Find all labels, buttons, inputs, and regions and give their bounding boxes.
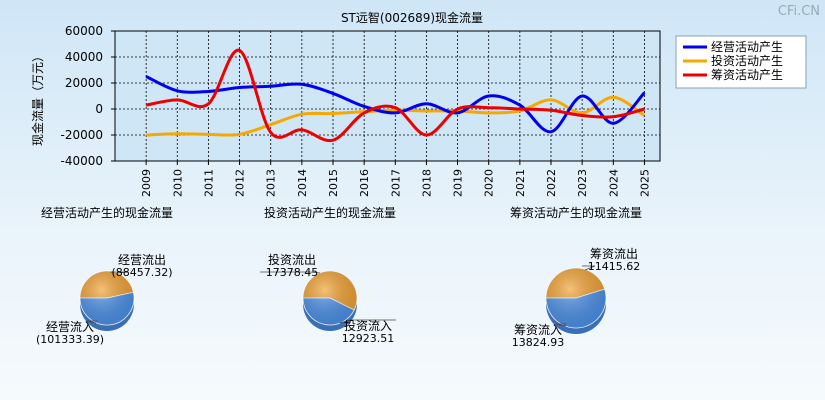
y-tick-label: 60000 bbox=[65, 24, 103, 38]
x-tick-label: 2024 bbox=[607, 169, 620, 197]
pie-slice-value: 12923.51 bbox=[342, 332, 395, 345]
pie-slice-label: 投资流出 bbox=[268, 252, 316, 267]
pie-leader-line bbox=[110, 271, 129, 274]
pie-slice-label: 筹资流出 bbox=[590, 247, 638, 261]
pie-slice-label: 经营流出 bbox=[118, 253, 166, 267]
series-line-0 bbox=[145, 75, 646, 134]
pie-title-operating: 经营活动产生的现金流量 bbox=[41, 205, 173, 220]
x-tick-label: 2022 bbox=[545, 169, 558, 197]
x-tick-label: 2014 bbox=[296, 169, 309, 197]
pie-leader-line bbox=[260, 271, 321, 274]
plot-background bbox=[115, 31, 660, 161]
pie-leader-line bbox=[582, 265, 596, 271]
x-tick-label: 2023 bbox=[576, 169, 589, 197]
pie-slice-value: 13824.93 bbox=[512, 336, 565, 349]
x-tick-label: 2019 bbox=[452, 169, 465, 197]
watermark: CFi.CN bbox=[778, 4, 820, 19]
series-line-1 bbox=[146, 95, 646, 137]
x-tick-label: 2013 bbox=[265, 169, 278, 197]
x-tick-label: 2016 bbox=[358, 169, 371, 197]
legend-label: 经营活动产生 bbox=[711, 40, 783, 54]
x-tick-label: 2012 bbox=[234, 169, 247, 197]
x-tick-label: 2009 bbox=[140, 169, 153, 197]
pie-slice-label: 筹资流入 bbox=[514, 323, 562, 337]
legend-label: 投资活动产生 bbox=[711, 53, 783, 68]
x-tick-label: 2020 bbox=[483, 169, 496, 197]
x-tick-label: 2018 bbox=[420, 169, 433, 197]
pie-1: 经营流出(88457.32) 经营流入(101333.39) bbox=[36, 253, 173, 346]
pie-shade bbox=[546, 268, 606, 328]
pie-leader-line bbox=[339, 319, 396, 324]
pie-slice-value: (88457.32) bbox=[111, 266, 172, 279]
series-line-2 bbox=[145, 48, 645, 143]
y-tick-label: -40000 bbox=[60, 154, 103, 168]
pie-title-financing: 筹资活动产生的现金流量 bbox=[510, 205, 642, 220]
y-tick-label: -20000 bbox=[60, 128, 103, 142]
x-tick-label: 2017 bbox=[389, 169, 402, 197]
pie-slice-value: 17378.45 bbox=[266, 266, 319, 279]
pie-charts: 经营流出(88457.32) 经营流入(101333.39) 投资流出17378.4… bbox=[36, 247, 640, 349]
x-tick-label: 2025 bbox=[638, 169, 651, 197]
pie-slice-label: 投资流入 bbox=[344, 318, 392, 333]
y-tick-label: 20000 bbox=[65, 76, 103, 90]
pie-title-investing: 投资活动产生的现金流量 bbox=[264, 205, 396, 220]
pie-slice-label: 经营流入 bbox=[46, 320, 94, 334]
x-tick-label: 2015 bbox=[327, 169, 340, 197]
pie-leader-line bbox=[85, 320, 98, 324]
pie-slice-value: (101333.39) bbox=[36, 333, 104, 346]
plot-frame bbox=[114, 30, 661, 162]
x-tick-label: 2011 bbox=[202, 169, 215, 197]
pie-shade bbox=[303, 271, 357, 325]
y-tick-label: 40000 bbox=[65, 50, 103, 64]
pie-slice-value: 11415.62 bbox=[588, 260, 641, 273]
legend-label: 筹资活动产生 bbox=[711, 68, 783, 82]
pie-leader-line bbox=[555, 323, 567, 327]
y-axis-label: 现金流量（万元） bbox=[30, 50, 45, 146]
y-tick-label: 0 bbox=[95, 102, 103, 116]
line-plot-area: 60000 40000 20000 0 -20000 -40000 2009 2010 2011… bbox=[60, 24, 661, 197]
line-chart-title: ST远智(002689)现金流量 bbox=[341, 10, 483, 25]
x-tick-label: 2010 bbox=[171, 169, 184, 197]
x-tick-label: 2021 bbox=[514, 169, 527, 197]
pie-shade bbox=[80, 271, 134, 325]
